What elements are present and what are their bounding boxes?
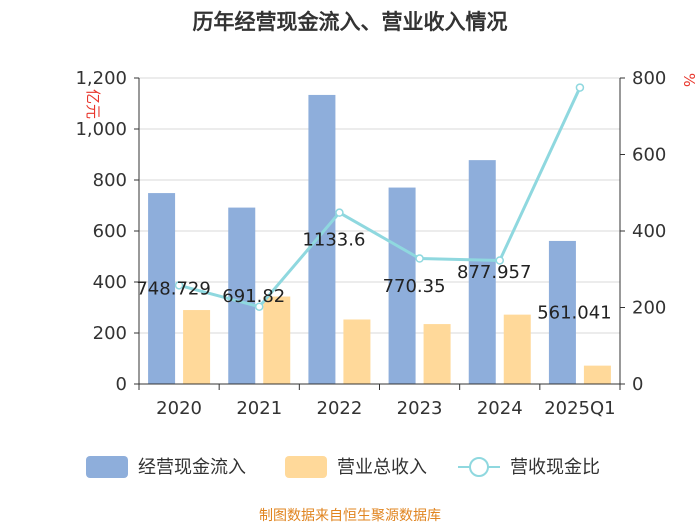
bar-revenue (423, 324, 451, 384)
ratio-point (495, 256, 504, 265)
cash-inflow-label: 561.041 (537, 302, 611, 323)
left-tick-label: 800 (93, 170, 127, 191)
cash-inflow-label: 877.957 (457, 262, 531, 283)
left-tick-label: 600 (93, 221, 127, 242)
legend-swatch (285, 456, 327, 478)
ratio-point (174, 281, 184, 290)
right-tick-label: 400 (632, 221, 666, 242)
bar-cash-inflow (548, 240, 576, 384)
bar-revenue (343, 319, 371, 384)
ratio-point (575, 83, 585, 92)
bar-cash-inflow (468, 160, 496, 384)
cash-inflow-label: 691.82 (222, 286, 285, 307)
ratio-point (335, 208, 344, 217)
ratio-line-path (178, 86, 582, 309)
bar-cash-inflow (388, 187, 416, 384)
right-axis: 0 200 400 600 800 (619, 68, 666, 395)
x-tick-label: 2024 (477, 398, 523, 419)
ratio-point (415, 254, 424, 263)
left-tick-label: 1,000 (75, 119, 127, 140)
bar-revenue (183, 310, 211, 384)
ratio-point (255, 302, 264, 311)
x-tick-label: 2022 (317, 398, 363, 419)
data-labels: 748.729 691.82 1133.6 770.35 877.957 561.041 (136, 229, 611, 323)
right-axis-unit: % (680, 73, 698, 87)
bar-revenue (583, 365, 611, 384)
left-axis: 0 200 400 600 800 1,000 1,200 (75, 68, 140, 395)
chart-title: 历年经营现金流入、营业收入情况 (193, 10, 508, 34)
bar-cash-inflow (148, 193, 176, 384)
right-tick-label: 800 (632, 68, 666, 89)
legend-label: 营收现金比 (510, 457, 600, 478)
source-note: 制图数据来自恒生聚源数据库 (259, 508, 441, 524)
grid (139, 77, 620, 385)
bars (148, 94, 611, 384)
right-tick-label: 0 (632, 374, 643, 395)
bar-revenue (503, 314, 531, 384)
left-axis-unit: 亿元 (84, 89, 102, 119)
bar-cash-inflow (308, 94, 336, 384)
left-tick-label: 200 (93, 323, 127, 344)
legend-swatch (86, 456, 128, 478)
legend: 经营现金流入 营业总收入 营收现金比 (86, 456, 600, 478)
right-tick-label: 600 (632, 145, 666, 166)
bar-revenue (263, 296, 291, 384)
cash-inflow-label: 770.35 (383, 276, 446, 297)
x-axis: 2020 2021 2022 2023 2024 2025Q1 (138, 383, 621, 419)
x-tick-label: 2025Q1 (544, 398, 615, 419)
left-tick-label: 0 (116, 374, 127, 395)
x-tick-label: 2021 (236, 398, 282, 419)
legend-label: 经营现金流入 (138, 457, 246, 478)
ratio-line (174, 83, 585, 311)
legend-marker (469, 457, 489, 477)
cash-inflow-label: 748.729 (136, 279, 210, 300)
legend-label: 营业总收入 (337, 457, 427, 478)
left-tick-label: 400 (93, 272, 127, 293)
x-tick-label: 2020 (156, 398, 202, 419)
cash-inflow-label: 1133.6 (302, 229, 365, 250)
left-tick-label: 1,200 (75, 68, 127, 89)
right-tick-label: 200 (632, 298, 666, 319)
x-tick-label: 2023 (397, 398, 443, 419)
bar-cash-inflow (228, 207, 256, 384)
